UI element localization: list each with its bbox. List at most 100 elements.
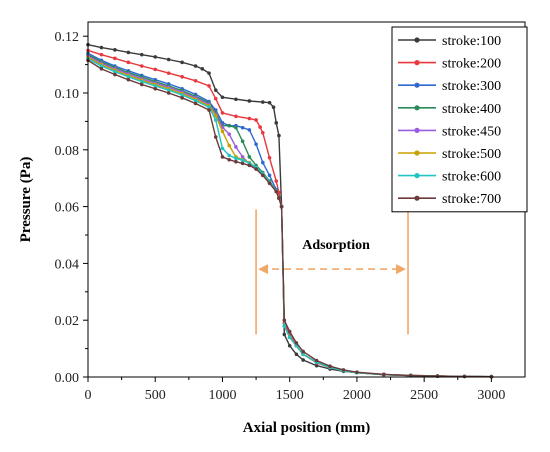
- data-point: [180, 60, 184, 65]
- data-point: [126, 50, 131, 55]
- data-point: [234, 125, 238, 130]
- data-point: [126, 75, 131, 79]
- data-point: [274, 179, 279, 183]
- data-point: [193, 78, 198, 83]
- data-point: [462, 374, 467, 379]
- data-point: [227, 153, 231, 158]
- data-point: [254, 118, 258, 122]
- data-point: [301, 358, 305, 362]
- x-tick-label: 2500: [410, 388, 438, 403]
- legend-label: stroke:300: [442, 79, 501, 94]
- data-point: [153, 84, 158, 88]
- data-point: [277, 196, 281, 200]
- data-point: [247, 163, 252, 168]
- data-point: [247, 128, 252, 132]
- data-point: [301, 352, 305, 357]
- data-point: [355, 370, 359, 374]
- data-point: [341, 368, 346, 372]
- legend-item: stroke:100: [398, 34, 501, 49]
- data-point: [126, 77, 131, 82]
- data-point: [113, 69, 117, 74]
- data-point: [153, 86, 158, 91]
- data-point: [166, 71, 171, 75]
- data-point: [282, 332, 287, 337]
- data-point: [274, 121, 279, 125]
- legend-label: stroke:400: [442, 102, 501, 117]
- x-tick-label: 500: [145, 388, 166, 403]
- legend-item: stroke:500: [398, 147, 501, 162]
- data-point: [240, 125, 245, 130]
- data-point: [234, 159, 238, 164]
- axis-ticks: 0 500 1000 1500 2000 2500 3000 0.00 0.02 0.04 0.06…: [55, 30, 506, 403]
- data-point: [207, 71, 211, 75]
- y-tick-label: 0.04: [55, 257, 80, 272]
- data-point: [328, 364, 332, 369]
- data-point: [274, 189, 279, 194]
- data-point: [153, 67, 158, 72]
- legend-marker: [414, 127, 420, 133]
- adsorption-arrowhead-left: [258, 264, 269, 275]
- legend-item: stroke:400: [398, 102, 501, 117]
- legend: stroke:100 stroke:200 stroke:300 stroke:400…: [391, 26, 528, 213]
- data-point: [261, 160, 265, 165]
- data-point: [213, 135, 218, 139]
- legend-item: stroke:300: [398, 79, 501, 94]
- legend-marker: [414, 105, 420, 111]
- data-point: [314, 358, 319, 363]
- data-point: [99, 52, 104, 57]
- y-tick-label: 0.08: [55, 144, 80, 159]
- data-point: [180, 75, 184, 79]
- data-point: [282, 318, 287, 323]
- data-point: [227, 157, 231, 162]
- data-point: [254, 142, 258, 146]
- legend-box: [391, 26, 528, 213]
- data-point: [267, 155, 272, 160]
- x-axis-title: Axial position (mm): [243, 420, 371, 436]
- data-point: [267, 181, 272, 186]
- data-point: [247, 155, 252, 159]
- legend-item: stroke:600: [398, 170, 501, 185]
- legend-item: stroke:700: [398, 192, 501, 207]
- legend-label: stroke:450: [442, 124, 501, 139]
- legend-label: stroke:200: [442, 57, 501, 72]
- data-point: [261, 100, 265, 104]
- data-point: [240, 155, 245, 159]
- legend-marker: [414, 173, 420, 179]
- x-tick-label: 1500: [276, 388, 304, 403]
- data-point: [234, 156, 238, 161]
- y-axis-title: Pressure (Pa): [18, 157, 34, 243]
- x-tick-label: 0: [85, 388, 92, 403]
- legend-marker: [414, 195, 420, 201]
- x-tick-label: 2000: [343, 388, 371, 403]
- data-point: [166, 57, 171, 62]
- data-point: [227, 143, 231, 148]
- data-point: [258, 125, 262, 129]
- data-point: [213, 96, 218, 101]
- data-point: [287, 335, 292, 340]
- legend-label: stroke:500: [442, 147, 501, 162]
- data-point: [139, 64, 144, 68]
- data-point: [277, 133, 281, 138]
- data-point: [207, 84, 211, 88]
- data-point: [294, 341, 299, 345]
- data-point: [220, 111, 225, 115]
- data-point: [267, 173, 272, 178]
- data-point: [193, 101, 198, 106]
- data-point: [314, 363, 319, 368]
- data-point: [234, 97, 238, 102]
- data-point: [240, 139, 245, 144]
- y-tick-label: 0.06: [55, 201, 80, 216]
- x-tick-label: 3000: [477, 388, 505, 403]
- adsorption-arrowhead-right: [396, 264, 407, 275]
- series-stroke-700: [86, 58, 494, 379]
- data-point: [382, 372, 386, 377]
- data-point: [267, 100, 272, 105]
- data-point: [254, 167, 258, 171]
- data-point: [408, 373, 413, 378]
- data-point: [301, 349, 305, 354]
- series-lines: [86, 42, 494, 379]
- legend-marker: [414, 60, 420, 66]
- data-point: [99, 67, 104, 71]
- data-point: [261, 130, 265, 135]
